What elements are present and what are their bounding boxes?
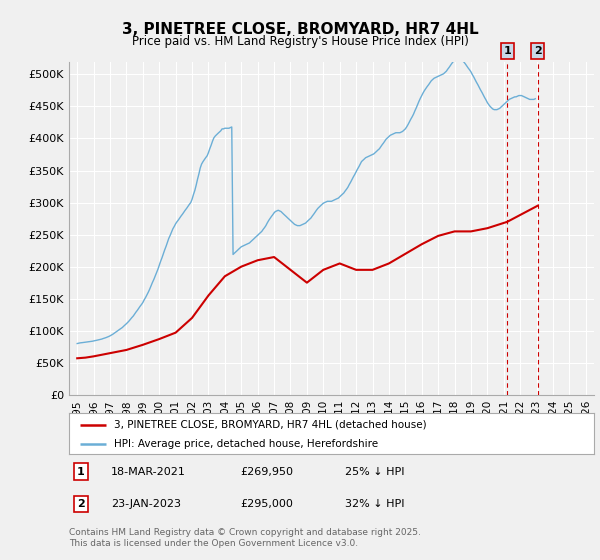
Text: £295,000: £295,000 [240,499,293,509]
Text: Price paid vs. HM Land Registry's House Price Index (HPI): Price paid vs. HM Land Registry's House … [131,35,469,48]
Text: £269,950: £269,950 [240,466,293,477]
Text: 18-MAR-2021: 18-MAR-2021 [111,466,186,477]
Text: 3, PINETREE CLOSE, BROMYARD, HR7 4HL (detached house): 3, PINETREE CLOSE, BROMYARD, HR7 4HL (de… [113,419,426,430]
Text: 25% ↓ HPI: 25% ↓ HPI [345,466,404,477]
Text: 23-JAN-2023: 23-JAN-2023 [111,499,181,509]
Text: 3, PINETREE CLOSE, BROMYARD, HR7 4HL: 3, PINETREE CLOSE, BROMYARD, HR7 4HL [122,22,478,38]
Text: Contains HM Land Registry data © Crown copyright and database right 2025.
This d: Contains HM Land Registry data © Crown c… [69,528,421,548]
Text: 1: 1 [77,466,85,477]
Text: HPI: Average price, detached house, Herefordshire: HPI: Average price, detached house, Here… [113,438,378,449]
Text: 2: 2 [77,499,85,509]
Text: 2: 2 [533,46,541,56]
Text: 1: 1 [503,46,511,56]
Text: 32% ↓ HPI: 32% ↓ HPI [345,499,404,509]
